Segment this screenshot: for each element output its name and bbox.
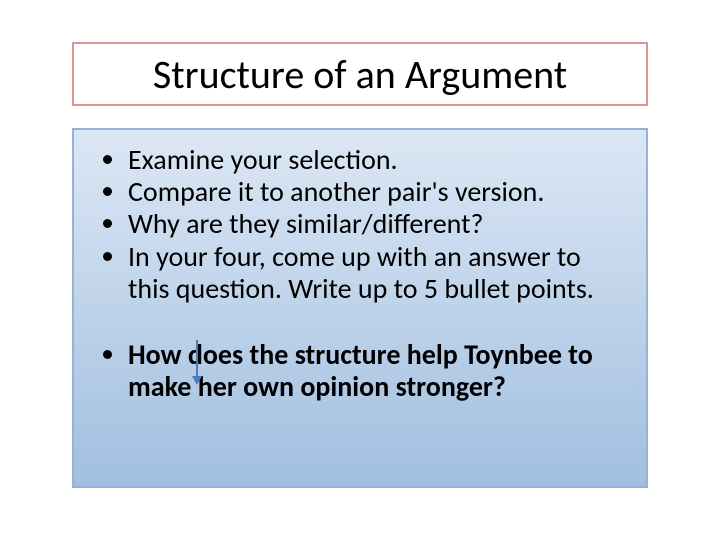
list-item: In your four, come up with an answer to …: [128, 241, 622, 305]
list-item: Examine your selection.: [128, 144, 622, 176]
bullet-list-2: How does the structure help Toynbee to m…: [98, 339, 622, 403]
list-item: How does the structure help Toynbee to m…: [128, 339, 622, 403]
arrow-head: [192, 376, 202, 385]
list-item: Compare it to another pair's version.: [128, 176, 622, 208]
bullet-list-1: Examine your selection.Compare it to ano…: [98, 144, 622, 305]
slide-title: Structure of an Argument: [153, 50, 567, 99]
spacer: [98, 305, 622, 339]
arrow-line: [196, 340, 198, 376]
title-box: Structure of an Argument: [72, 42, 648, 106]
list-item: Why are they similar/different?: [128, 208, 622, 240]
body-box: Examine your selection.Compare it to ano…: [72, 128, 648, 488]
slide: Structure of an Argument Examine your se…: [0, 0, 720, 540]
